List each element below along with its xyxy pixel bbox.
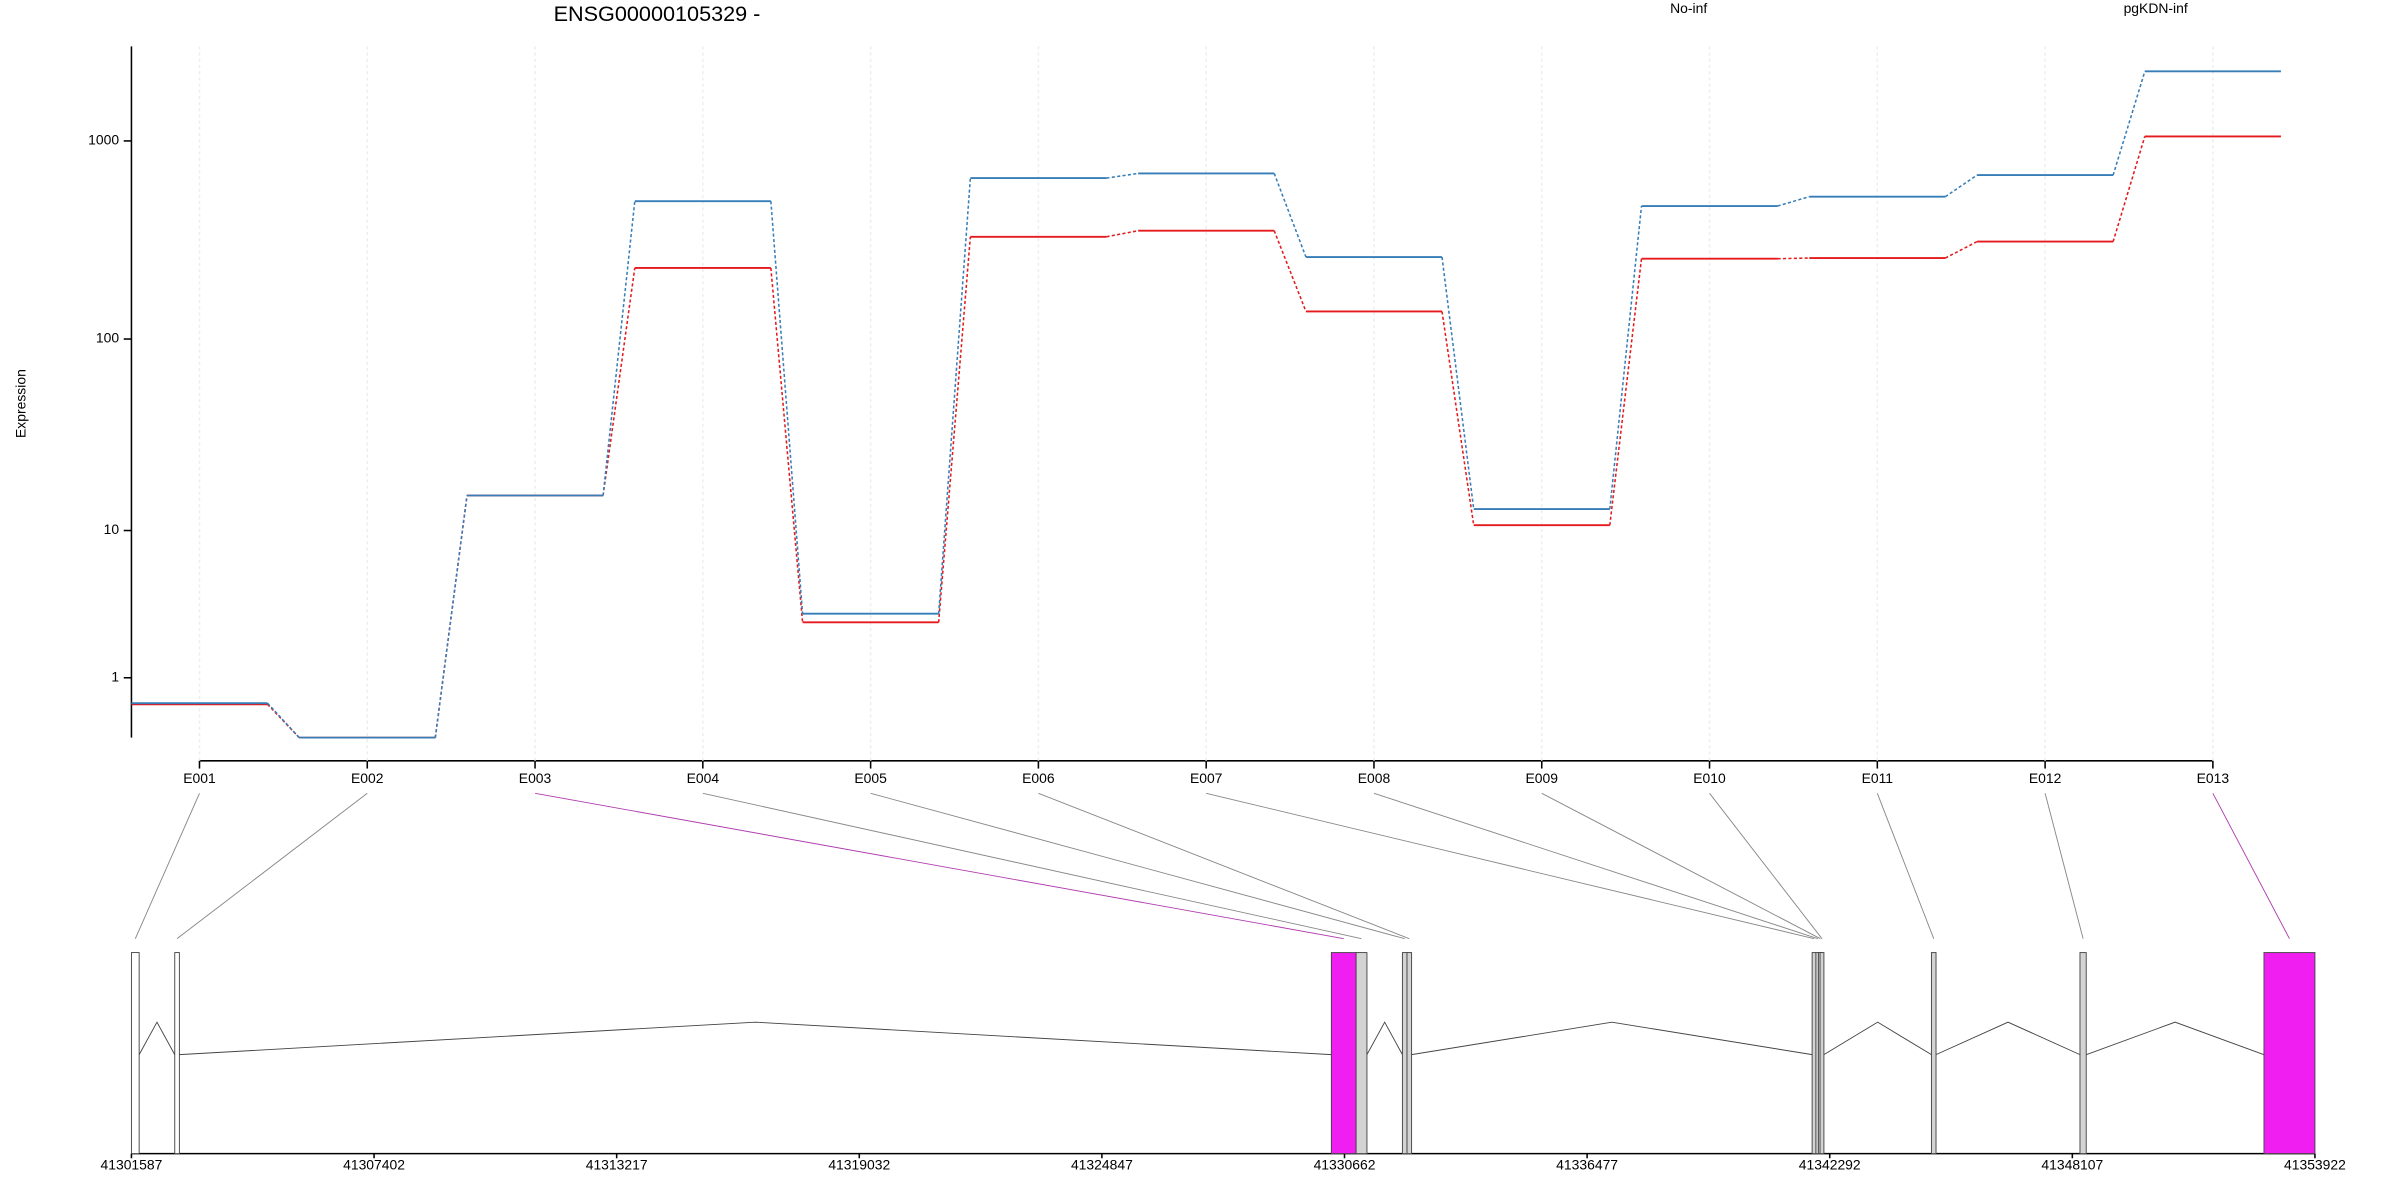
exon-link [1709,793,1823,939]
x-tick-label: 41348107 [2041,1157,2103,1173]
exon [2263,952,2316,1155]
level-connector [1106,172,1139,179]
exon-link [1206,792,1815,940]
x-tick-label: 41324847 [1071,1157,1133,1173]
legend-label: No-inf [1670,0,1707,16]
exon-link [2212,793,2290,939]
level-connector [602,201,636,496]
exon [1355,952,1368,1155]
legend-label: pgKDN-inf [2124,0,2188,16]
x-tick-label: E011 [1862,770,1894,786]
exon [2079,952,2087,1155]
intron [179,1021,1332,1056]
exon-link [1541,792,1821,940]
level-connector [266,702,300,739]
x-tick-label: E004 [687,770,720,786]
x-tick-label: E002 [351,770,384,786]
x-tick-label: E009 [1526,770,1559,786]
x-tick-label: 41353922 [2284,1157,2346,1173]
exon-link [870,792,1405,940]
x-tick-label: E012 [2029,770,2062,786]
level-connector [1609,258,1643,526]
exon [1330,952,1357,1155]
level-connector [1777,257,1810,260]
x-tick-label: E005 [854,770,887,786]
intron [1935,1021,2081,1056]
exon-link [1876,793,1935,939]
x-tick-label: 41319032 [828,1157,890,1173]
exon-link [702,792,1362,940]
x-tick-label: 41336477 [1556,1157,1618,1173]
level-connector [770,201,804,614]
y-tick-label: 100 [96,330,119,346]
level-connector [2112,71,2146,176]
level-connector [1106,229,1139,238]
exon-link [1373,792,1818,940]
x-tick-label: E013 [2197,770,2230,786]
exon-link [2044,793,2084,939]
exon [1401,952,1408,1155]
x-tick-label: 41307402 [343,1157,405,1173]
level-connector [1944,174,1978,198]
x-tick-label: E006 [1022,770,1055,786]
level-connector [1777,195,1810,207]
y-tick-label: 1 [111,668,119,684]
exon-link [1038,792,1410,940]
exon [1811,952,1817,1155]
level-connector [1273,230,1307,312]
x-tick-label: E007 [1190,770,1223,786]
exon-link [134,793,200,939]
exon [1819,952,1825,1155]
exon-link [534,792,1344,940]
exon [1930,952,1937,1155]
exon [1406,952,1413,1155]
x-tick-label: E008 [1358,770,1391,786]
exon [130,952,140,1155]
chart-title: ENSG00000105329 - [554,1,761,26]
level-connector [1609,205,1643,510]
x-tick-label: 41301587 [101,1157,163,1173]
y-tick-label: 10 [104,521,120,537]
level-connector [770,267,804,623]
level-connector [434,495,468,738]
level-connector [1441,311,1475,526]
level-connector [937,178,972,614]
intron [138,1021,176,1055]
y-axis-label: Expression [12,369,28,438]
level-connector [937,236,972,623]
x-tick-label: E010 [1693,770,1726,786]
intron [1411,1021,1813,1056]
level-connector [2112,136,2146,242]
level-connector [1273,173,1307,258]
y-tick-label: 1000 [88,132,119,148]
intron [1366,1021,1403,1055]
x-tick-label: E003 [519,770,552,786]
intron [1823,1021,1932,1056]
exon-link [176,792,368,940]
level-connector [1945,240,1978,259]
x-tick-label: 41330662 [1314,1157,1376,1173]
x-tick-label: E001 [183,770,216,786]
intron [2086,1021,2265,1056]
level-connector [602,267,636,496]
exon [174,952,180,1155]
level-connector [1441,256,1475,510]
x-tick-label: 41342292 [1799,1157,1861,1173]
x-tick-label: 41313217 [586,1157,648,1173]
